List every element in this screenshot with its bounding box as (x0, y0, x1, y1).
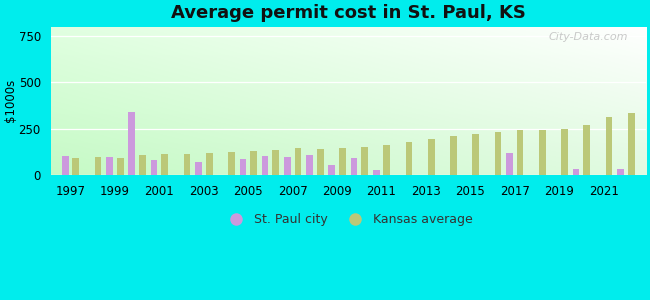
Bar (561, 129, 568, 175)
Bar (262, 157, 268, 175)
Bar (506, 153, 513, 175)
Legend: St. Paul city, Kansas average: St. Paul city, Kansas average (219, 208, 478, 231)
Bar (517, 130, 523, 175)
Bar (183, 154, 190, 175)
Bar (373, 170, 380, 175)
Title: Average permit cost in St. Paul, KS: Average permit cost in St. Paul, KS (171, 4, 526, 22)
Bar (583, 125, 590, 175)
Bar (106, 158, 113, 175)
Bar (450, 136, 457, 175)
Bar (95, 158, 101, 175)
Bar (294, 148, 302, 175)
Bar (339, 148, 346, 175)
Bar (495, 132, 501, 175)
Bar (539, 130, 546, 175)
Bar (428, 139, 435, 175)
Bar (72, 158, 79, 175)
Bar (617, 169, 624, 175)
Bar (117, 158, 124, 175)
Bar (628, 113, 634, 175)
Bar (228, 152, 235, 175)
Bar (406, 142, 412, 175)
Bar (317, 149, 324, 175)
Bar (328, 165, 335, 175)
Bar (573, 169, 579, 175)
Bar (151, 160, 157, 175)
Bar (62, 157, 68, 175)
Bar (606, 118, 612, 175)
Bar (361, 147, 368, 175)
Bar (284, 158, 291, 175)
Bar (384, 146, 390, 175)
Bar (272, 150, 279, 175)
Bar (350, 158, 358, 175)
Bar (206, 153, 213, 175)
Bar (129, 112, 135, 175)
Bar (306, 154, 313, 175)
Bar (139, 154, 146, 175)
Y-axis label: $1000s: $1000s (4, 79, 17, 122)
Bar (161, 154, 168, 175)
Bar (250, 151, 257, 175)
Bar (473, 134, 479, 175)
Bar (239, 159, 246, 175)
Bar (195, 162, 202, 175)
Text: City-Data.com: City-Data.com (549, 32, 628, 42)
